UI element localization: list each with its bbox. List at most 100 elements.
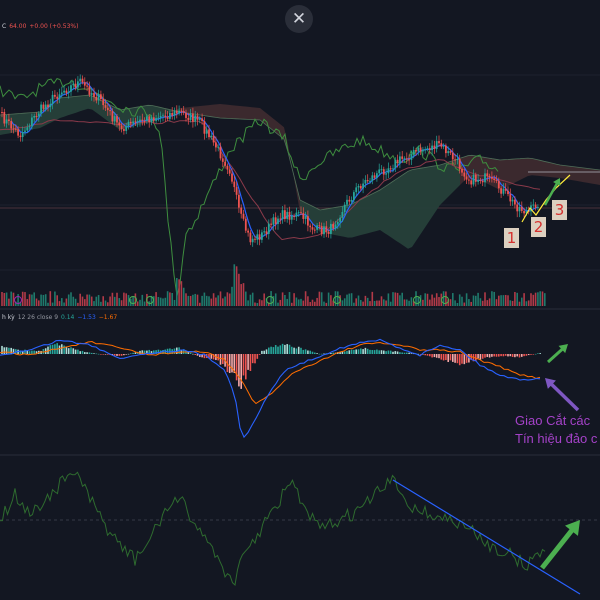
macd-hist-bar-63 — [146, 350, 148, 354]
volume-bar-152 — [350, 293, 353, 306]
candle-body-88 — [203, 120, 206, 134]
candle-body-89 — [205, 129, 208, 134]
volume-bar-89 — [205, 295, 208, 306]
candle-body-129 — [297, 212, 300, 214]
candle-body-1 — [3, 112, 6, 124]
candle-132 — [304, 211, 307, 225]
candle-body-106 — [244, 218, 247, 231]
candle-167 — [385, 168, 387, 180]
volume-bar-155 — [357, 295, 360, 306]
candle-body-177 — [408, 159, 410, 161]
volume-bar-96 — [222, 298, 224, 306]
candle-body-228 — [525, 210, 528, 214]
candle-body-122 — [281, 210, 284, 220]
volume-bar-177 — [408, 300, 410, 306]
volume-bar-52 — [120, 300, 123, 306]
candle-body-187 — [431, 145, 433, 151]
candle-154 — [355, 182, 358, 197]
volume-bar-38 — [88, 294, 91, 306]
marker-label-1: 1 — [504, 228, 519, 248]
candle-body-53 — [123, 129, 125, 131]
volume-bar-70 — [162, 298, 164, 306]
volume-bar-82 — [189, 295, 192, 306]
candle-47 — [109, 105, 111, 116]
volume-bar-193 — [445, 291, 447, 306]
candle-body-119 — [274, 217, 277, 224]
candle-162 — [373, 172, 376, 180]
candle-188 — [433, 140, 436, 154]
macd-hist-bar-173 — [399, 352, 401, 354]
candle-207 — [477, 174, 479, 185]
volume-bar-143 — [330, 295, 332, 306]
macd-hist-bar-138 — [318, 353, 321, 355]
candle-182 — [419, 143, 422, 156]
close-button[interactable]: ✕ — [285, 5, 313, 33]
candle-body-180 — [415, 150, 417, 152]
candle-113 — [261, 229, 263, 243]
candle-body-47 — [109, 110, 111, 112]
candle-29 — [67, 86, 70, 99]
candle-body-86 — [198, 118, 201, 120]
volume-bar-186 — [429, 299, 431, 306]
macd-hist-bar-200 — [461, 354, 463, 364]
volume-bar-154 — [355, 298, 357, 306]
candle-body-94 — [217, 146, 220, 148]
volume-bar-151 — [348, 293, 351, 306]
macd-hist-bar-70 — [162, 350, 164, 354]
volume-bar-190 — [438, 297, 440, 306]
volume-bar-216 — [498, 295, 500, 306]
candle-63 — [146, 114, 148, 125]
macd-hist-bar-44 — [102, 354, 104, 355]
volume-bar-106 — [245, 291, 247, 306]
volume-bar-47 — [109, 296, 111, 306]
macd-hist-bar-56 — [130, 353, 132, 355]
candle-body-128 — [295, 212, 298, 217]
candle-body-149 — [343, 204, 346, 212]
volume-bar-162 — [373, 300, 376, 306]
macd-hist-bar-199 — [458, 354, 461, 366]
cloud-section-1 — [0, 95, 180, 135]
candle-body-60 — [139, 119, 141, 122]
volume-bar-218 — [502, 295, 505, 306]
volume-bar-116 — [268, 302, 270, 306]
candle-217 — [500, 185, 502, 198]
candle-176 — [405, 152, 408, 164]
candle-225 — [518, 201, 521, 218]
osc-breakout-arrow-head — [565, 520, 580, 536]
cloud-section-3-span-a — [299, 157, 461, 211]
volume-bar-200 — [461, 296, 463, 306]
macd-hist-bar-160 — [369, 349, 371, 354]
candle-body-117 — [270, 223, 272, 225]
candle-71 — [164, 109, 167, 122]
volume-bar-145 — [334, 291, 337, 306]
volume-bar-235 — [541, 291, 544, 306]
candle-body-196 — [451, 152, 454, 160]
volume-bar-230 — [530, 293, 532, 306]
candle-body-153 — [353, 192, 355, 201]
candle-15 — [35, 112, 38, 121]
candle-130 — [300, 206, 302, 216]
volume-bar-184 — [424, 293, 426, 306]
macd-hist-bar-191 — [440, 354, 443, 360]
volume-bar-34 — [79, 293, 81, 306]
candle-30 — [70, 80, 72, 96]
candle-body-36 — [83, 82, 86, 86]
volume-bar-88 — [203, 292, 206, 306]
candle-56 — [129, 118, 132, 128]
macd-hist-bar-87 — [201, 354, 203, 358]
macd-hist-bar-196 — [452, 354, 454, 362]
volume-bar-175 — [403, 299, 406, 306]
candle-body-197 — [454, 159, 456, 161]
candle-body-41 — [95, 96, 98, 101]
macd-name: h kỳ — [2, 314, 15, 321]
volume-bar-85 — [196, 294, 199, 306]
candle-232 — [534, 202, 537, 211]
candle-body-126 — [290, 215, 293, 220]
macd-hist-bar-8 — [19, 350, 22, 354]
legend-change: +0.00 (+0.53%) — [29, 23, 79, 30]
candle-body-18 — [42, 104, 45, 109]
volume-bar-236 — [544, 293, 546, 306]
volume-bar-222 — [511, 300, 514, 306]
macd-hist-bar-64 — [148, 349, 150, 354]
candle-57 — [132, 117, 134, 128]
